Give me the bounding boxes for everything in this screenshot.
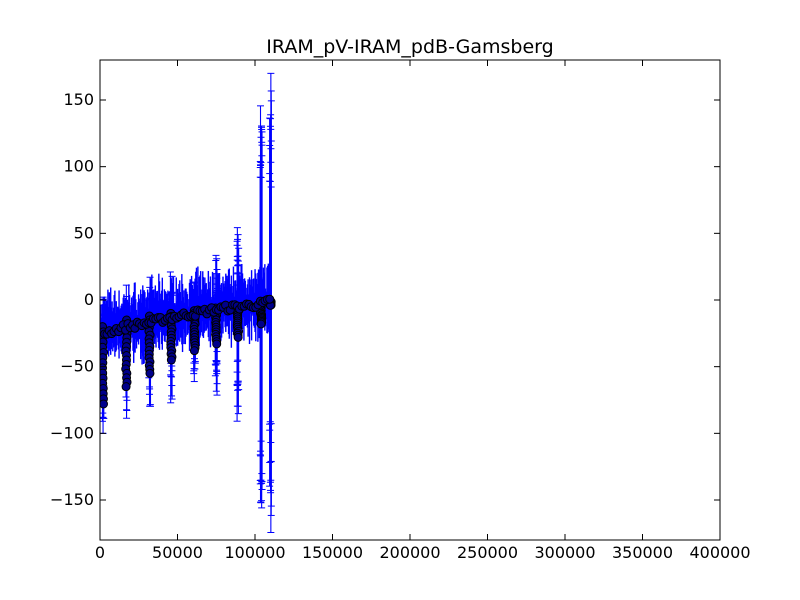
y-tick-label: 100 <box>63 157 94 176</box>
y-tick-label: 150 <box>63 90 94 109</box>
y-tick-label: −50 <box>60 357 94 376</box>
x-tick-label: 200000 <box>379 543 440 562</box>
data-point <box>189 346 199 356</box>
data-point <box>212 339 222 349</box>
x-tick-label: 400000 <box>689 543 750 562</box>
chart-title: IRAM_pV-IRAM_pdB-Gamsberg <box>266 36 553 58</box>
data-point <box>100 399 108 409</box>
x-tick-label: 250000 <box>457 543 518 562</box>
y-tick-label: −150 <box>50 490 94 509</box>
data-point <box>166 355 176 365</box>
y-tick-label: −100 <box>50 423 94 442</box>
axes: 0 50000 100000 150000 200000 250000 300000 3500… <box>50 60 751 562</box>
x-tick-label: 350000 <box>612 543 673 562</box>
x-tick-label: 0 <box>95 543 105 562</box>
data-point <box>256 319 266 329</box>
y-tick-label: 0 <box>84 290 94 309</box>
data-point <box>145 368 155 378</box>
x-tick-label: 150000 <box>302 543 363 562</box>
plot-area <box>100 72 276 534</box>
y-tick-label: 50 <box>74 223 94 242</box>
x-tick-label: 100000 <box>224 543 285 562</box>
x-tick-label: 50000 <box>152 543 203 562</box>
x-tick-label: 300000 <box>534 543 595 562</box>
data-point <box>121 382 131 392</box>
data-point <box>265 294 275 304</box>
data-point <box>233 332 243 342</box>
plot-marks <box>100 72 276 534</box>
